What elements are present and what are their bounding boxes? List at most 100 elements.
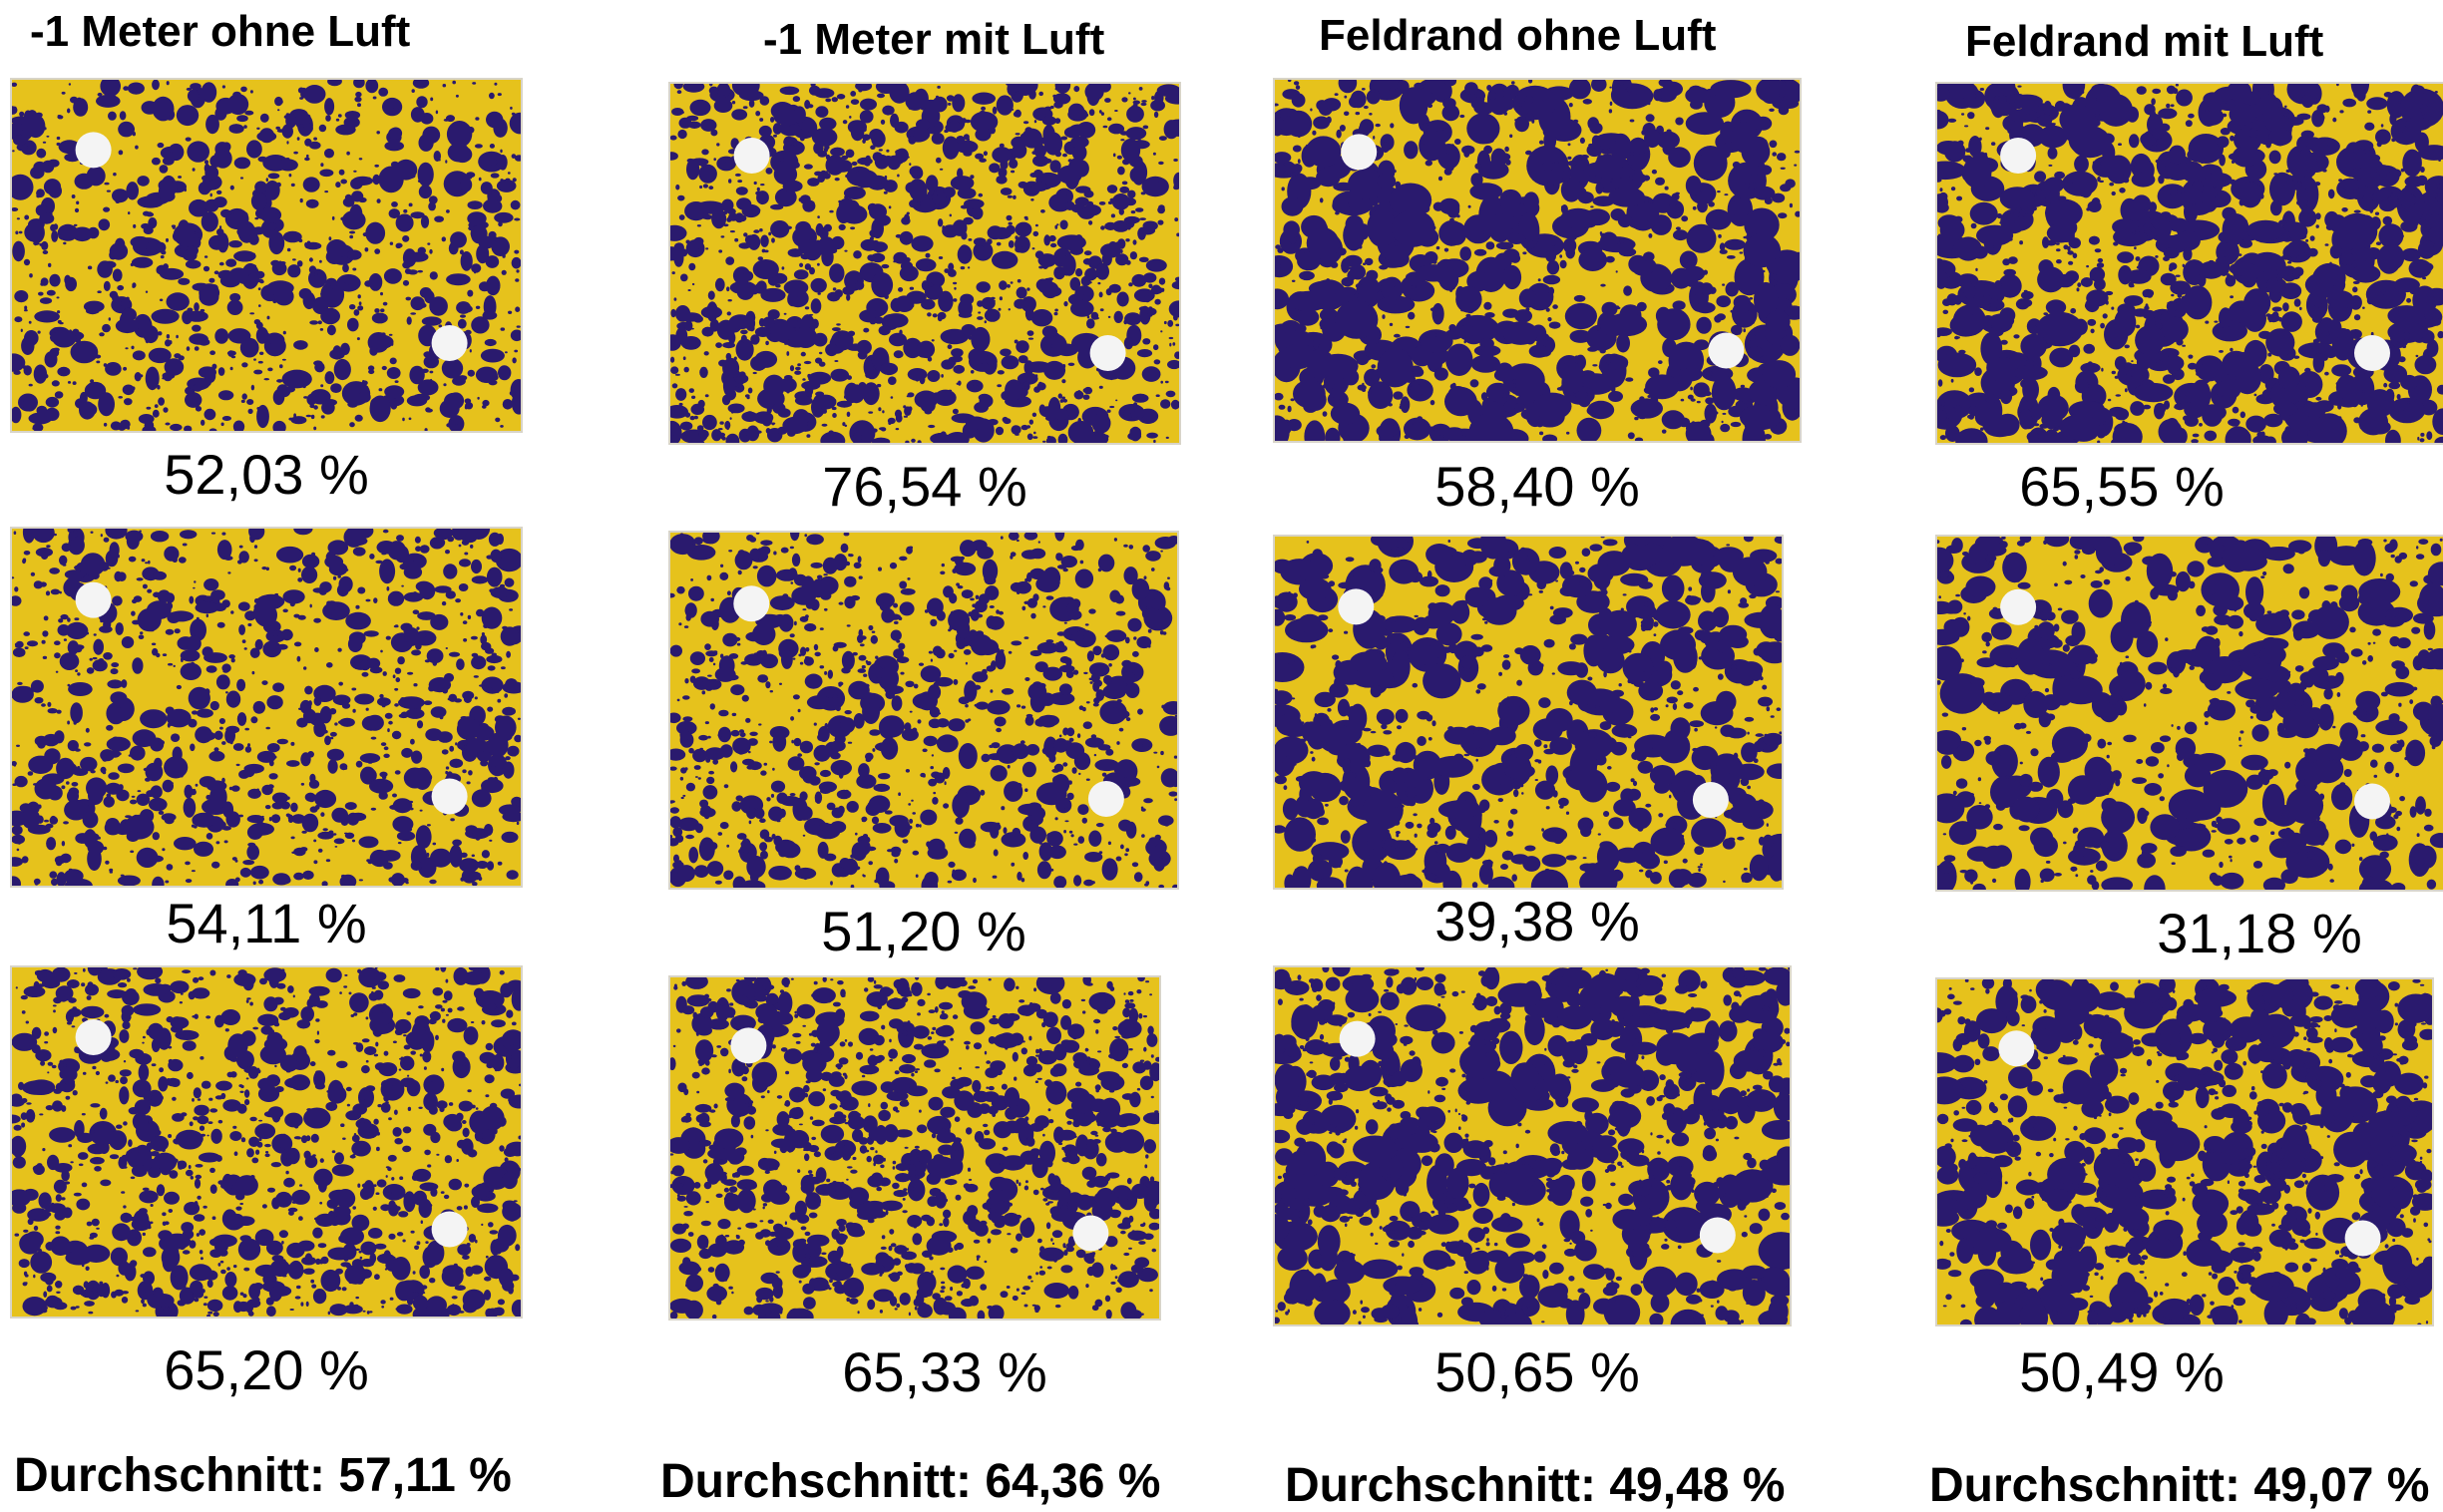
stain-spot xyxy=(731,801,742,812)
stain-spot xyxy=(239,337,259,358)
stain-spot xyxy=(734,237,739,242)
stain-spot xyxy=(240,1137,246,1143)
stain-spot xyxy=(513,1200,518,1203)
stain-spot xyxy=(1156,84,1179,97)
stain-spot xyxy=(51,1064,57,1069)
stain-spot xyxy=(12,576,15,579)
stain-spot xyxy=(172,225,176,229)
stain-spot xyxy=(139,1190,159,1204)
stain-spot xyxy=(260,1025,273,1035)
stain-spot xyxy=(467,175,473,180)
stain-spot xyxy=(819,665,825,669)
stain-spot xyxy=(133,967,138,970)
stain-spot xyxy=(116,1274,120,1278)
stain-spot xyxy=(871,437,891,443)
stain-spot xyxy=(208,750,225,762)
stain-spot xyxy=(417,162,434,188)
stain-spot xyxy=(741,694,749,702)
stain-spot xyxy=(429,1077,435,1082)
stain-spot xyxy=(50,815,57,823)
stain-spot xyxy=(723,870,734,881)
stain-spot xyxy=(457,1006,465,1011)
stain-spot xyxy=(1109,405,1115,409)
stain-spot xyxy=(153,1152,178,1172)
stain-spot xyxy=(452,80,457,85)
stain-spot xyxy=(132,282,137,288)
stain-spot xyxy=(853,713,865,729)
stain-spot xyxy=(181,1222,195,1233)
stain-spot xyxy=(313,137,317,141)
stain-spot xyxy=(273,1019,279,1025)
stain-spot xyxy=(33,161,47,173)
stain-spot xyxy=(148,855,164,863)
stain-spot xyxy=(1011,640,1022,646)
stain-spot xyxy=(21,1122,26,1128)
stain-spot xyxy=(447,1017,468,1033)
stain-spot xyxy=(1106,117,1112,122)
stain-spot xyxy=(1141,834,1145,838)
stain-spot xyxy=(49,567,60,574)
stain-spot xyxy=(1032,436,1038,439)
stain-spot xyxy=(344,278,352,285)
stain-spot xyxy=(82,1071,87,1075)
stain-spot xyxy=(509,608,514,611)
stain-spot xyxy=(1125,848,1130,853)
stain-spot xyxy=(411,750,423,764)
stain-spot xyxy=(731,84,760,97)
stain-spot xyxy=(1137,138,1141,143)
stain-spot xyxy=(77,672,81,676)
stain-spot xyxy=(209,1108,218,1113)
stain-spot xyxy=(1021,128,1042,149)
stain-spot xyxy=(1125,408,1135,414)
stain-spot xyxy=(263,967,286,983)
stain-spot xyxy=(726,286,730,292)
stain-spot xyxy=(862,382,880,406)
stain-spot xyxy=(136,577,144,581)
stain-spot xyxy=(1078,772,1081,776)
stain-spot xyxy=(180,992,184,995)
stain-spot xyxy=(238,814,243,818)
stain-spot xyxy=(222,605,226,610)
stain-spot xyxy=(832,327,841,332)
stain-spot xyxy=(381,1306,385,1309)
stain-spot xyxy=(811,318,819,329)
stain-spot xyxy=(486,111,504,129)
stain-spot xyxy=(142,1292,147,1295)
stain-spot xyxy=(44,1041,49,1044)
stain-spot xyxy=(394,1109,398,1115)
punch-hole xyxy=(1089,335,1126,371)
stain-spot xyxy=(375,560,383,565)
stain-spot xyxy=(441,236,446,242)
stain-spot xyxy=(408,202,413,207)
stain-spot xyxy=(151,308,180,324)
stain-spot xyxy=(847,330,856,337)
stain-spot xyxy=(1107,841,1111,846)
stain-spot xyxy=(1039,361,1044,366)
stain-spot xyxy=(834,360,839,362)
stain-spot xyxy=(1054,87,1060,91)
stain-spot xyxy=(166,351,171,355)
stain-spot xyxy=(1088,830,1102,847)
stain-spot xyxy=(505,756,511,761)
stain-spot xyxy=(843,533,850,537)
stain-spot xyxy=(403,1044,411,1050)
stain-spot xyxy=(70,340,99,364)
stain-spot xyxy=(760,850,768,860)
stain-spot xyxy=(342,196,355,207)
stain-spot xyxy=(263,1036,288,1052)
stain-spot xyxy=(243,647,247,650)
stain-spot xyxy=(1085,778,1090,781)
stain-spot xyxy=(502,1171,518,1190)
stain-spot xyxy=(412,609,420,614)
stain-spot xyxy=(791,739,794,744)
stain-spot xyxy=(47,1071,50,1074)
stain-spot xyxy=(114,1289,125,1297)
stain-spot xyxy=(13,370,21,375)
stain-spot xyxy=(490,549,502,563)
stain-spot xyxy=(927,370,941,382)
stain-spot xyxy=(447,1007,453,1013)
stain-spot xyxy=(429,1010,441,1021)
stain-spot xyxy=(61,1067,78,1082)
stain-spot xyxy=(175,747,180,751)
stain-spot xyxy=(195,1174,203,1180)
